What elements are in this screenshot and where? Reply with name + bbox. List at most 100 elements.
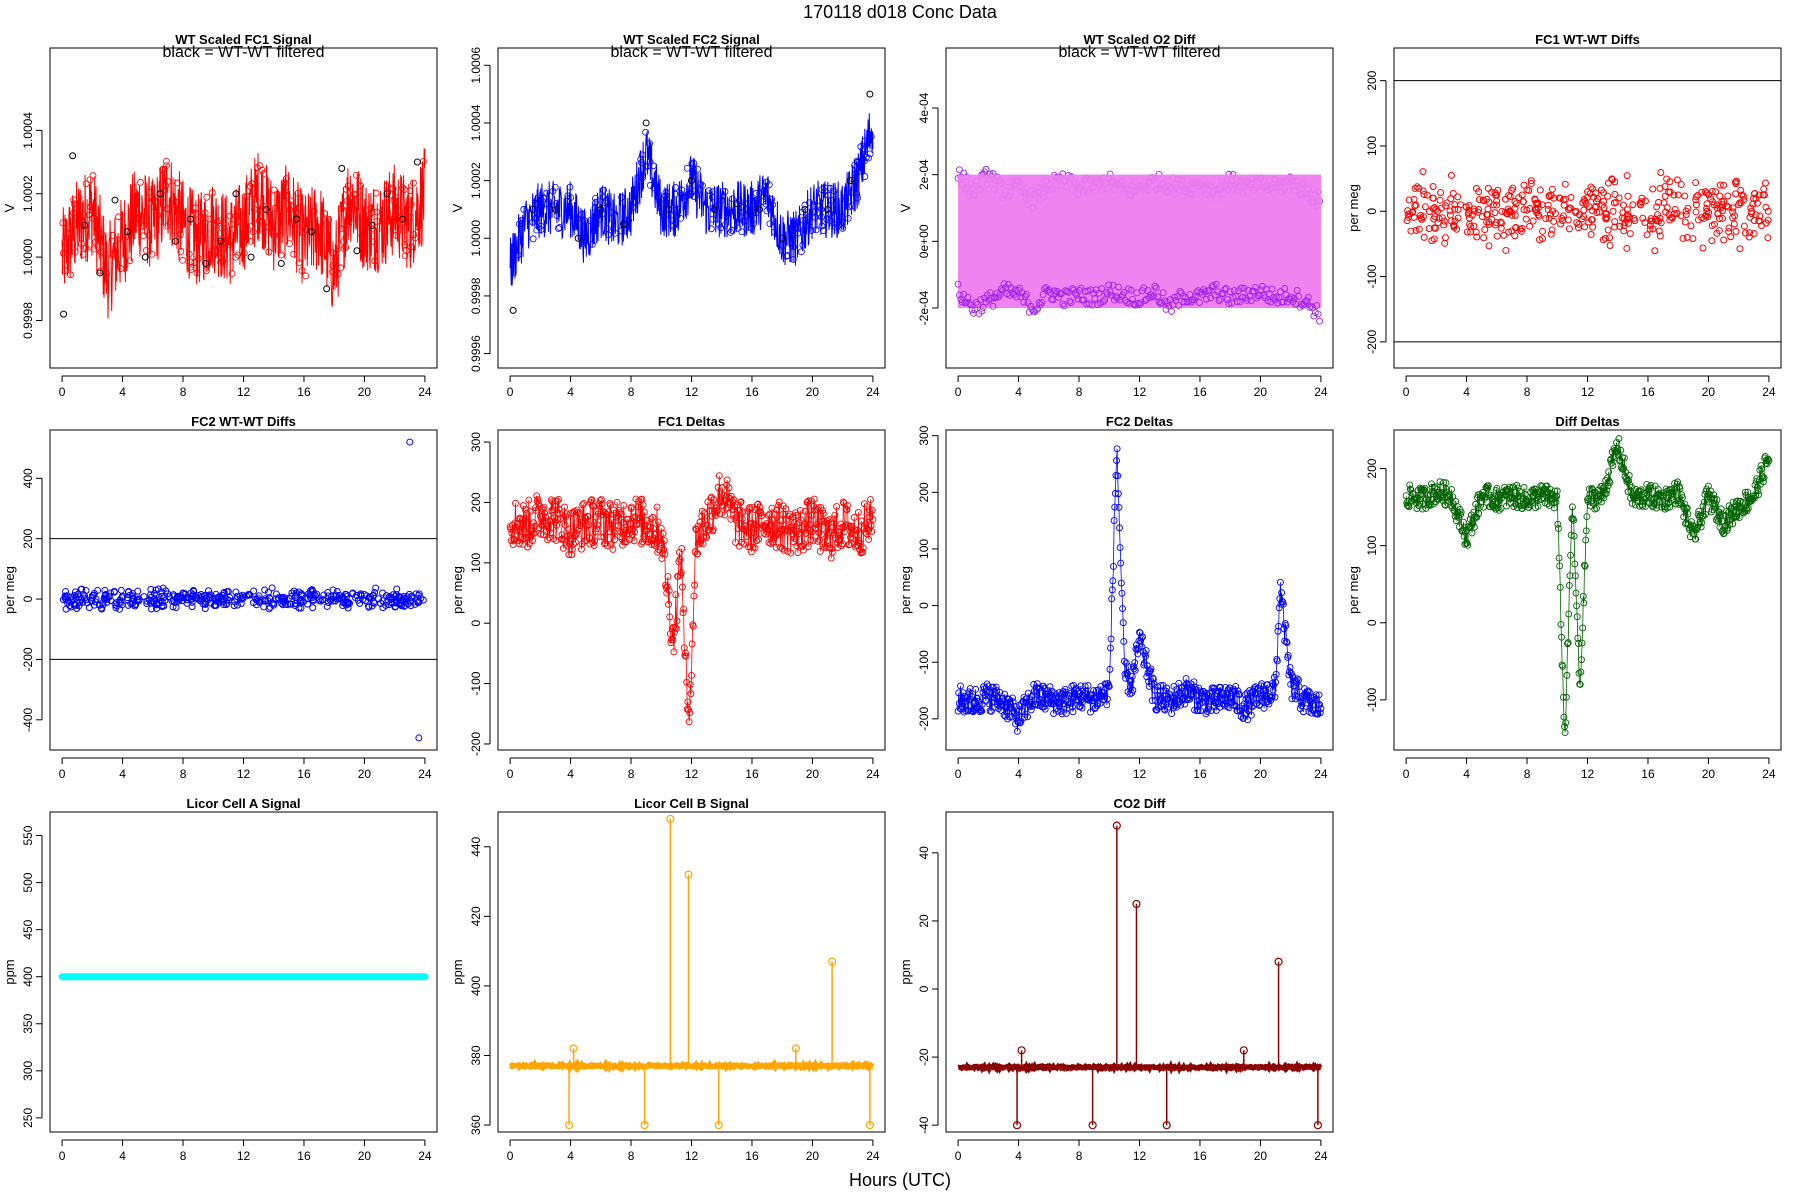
series-point	[1451, 201, 1459, 209]
series-point	[755, 535, 763, 543]
series-point	[1725, 228, 1733, 236]
series-point	[1559, 693, 1567, 701]
series-point	[1454, 214, 1462, 222]
series-point	[1276, 288, 1284, 296]
series-point	[1536, 236, 1544, 244]
series-point	[1117, 559, 1125, 567]
series-point	[1188, 684, 1196, 692]
y-tick-label: 1.0004	[469, 104, 483, 141]
series-point	[1044, 687, 1052, 695]
series-point	[337, 225, 345, 233]
series-point	[717, 498, 725, 506]
series-point	[1553, 487, 1561, 495]
series-point	[602, 510, 610, 518]
series-point	[1723, 202, 1731, 210]
series-point	[1557, 620, 1565, 628]
series-point	[1233, 298, 1241, 306]
series-point	[697, 180, 704, 188]
series-point	[366, 211, 373, 219]
series-point	[267, 224, 275, 232]
series-point	[1648, 217, 1656, 225]
series-point	[1041, 705, 1049, 713]
series-point	[1246, 292, 1254, 300]
series-point	[1737, 186, 1745, 194]
series-point	[521, 516, 529, 524]
series-point	[547, 205, 555, 213]
series-point	[1067, 299, 1075, 307]
series-point	[1608, 175, 1616, 183]
series-point	[1404, 498, 1412, 505]
series-point	[537, 222, 545, 230]
series-point	[1160, 705, 1168, 713]
series-point	[1122, 659, 1130, 667]
series-point	[864, 140, 871, 147]
series-point	[823, 216, 831, 224]
series-point	[1239, 1046, 1248, 1055]
series-point	[780, 546, 788, 554]
series-point	[543, 200, 551, 208]
series-point	[202, 259, 210, 267]
series-point	[551, 205, 559, 213]
series-point	[1426, 500, 1434, 507]
series-point	[185, 250, 193, 258]
series-point	[90, 589, 98, 597]
series-point	[1697, 523, 1705, 531]
y-tick-label: 400	[469, 976, 483, 996]
series-point	[765, 539, 773, 546]
series-point	[1470, 523, 1478, 531]
series-point	[1208, 283, 1216, 291]
series-point	[1069, 708, 1077, 716]
series-point	[1017, 717, 1025, 725]
series-point	[1272, 678, 1280, 686]
series-point	[1724, 509, 1732, 517]
series-point	[840, 499, 848, 507]
series-point	[1464, 541, 1472, 549]
x-tick-label: 0	[59, 385, 66, 399]
series-point	[986, 700, 993, 708]
series-point	[1406, 210, 1414, 218]
series-point	[1716, 192, 1724, 200]
series-point	[1581, 561, 1588, 569]
x-tick-label: 16	[745, 767, 759, 781]
series-point	[1712, 188, 1720, 196]
x-tick-label: 20	[1254, 1149, 1268, 1163]
series-point	[1021, 713, 1029, 721]
series-point	[1035, 299, 1043, 307]
y-tick-label: 380	[469, 1045, 483, 1065]
series-point	[1099, 696, 1107, 704]
plot-area-fc2wtwt	[50, 438, 437, 742]
series-point	[1571, 560, 1579, 568]
series-point	[1604, 179, 1612, 187]
series-point	[1106, 665, 1114, 673]
series-point	[783, 252, 790, 260]
series-point	[1222, 284, 1230, 292]
series-point	[801, 205, 809, 213]
series-point	[639, 171, 647, 179]
series-point	[587, 496, 595, 504]
series-point	[190, 587, 198, 595]
series-point	[1712, 500, 1720, 508]
series-point	[1739, 192, 1747, 200]
series-point	[686, 185, 694, 193]
series-point	[1603, 486, 1611, 494]
series-point	[1012, 714, 1020, 722]
series-point	[1212, 280, 1220, 288]
series-point	[1298, 702, 1306, 710]
series-point	[126, 257, 134, 265]
series-point	[407, 201, 415, 209]
series-trace	[509, 1058, 875, 1074]
series-point	[1765, 457, 1773, 465]
series-point	[700, 509, 708, 517]
series-point	[1105, 682, 1113, 689]
series-point	[202, 598, 210, 606]
series-point	[691, 581, 698, 589]
series-point	[1405, 196, 1413, 204]
series-point	[509, 521, 516, 529]
series-point	[657, 539, 665, 547]
series-point	[254, 594, 262, 602]
series-trace	[957, 448, 1322, 732]
series-point	[1703, 200, 1711, 208]
series-point	[226, 212, 234, 220]
